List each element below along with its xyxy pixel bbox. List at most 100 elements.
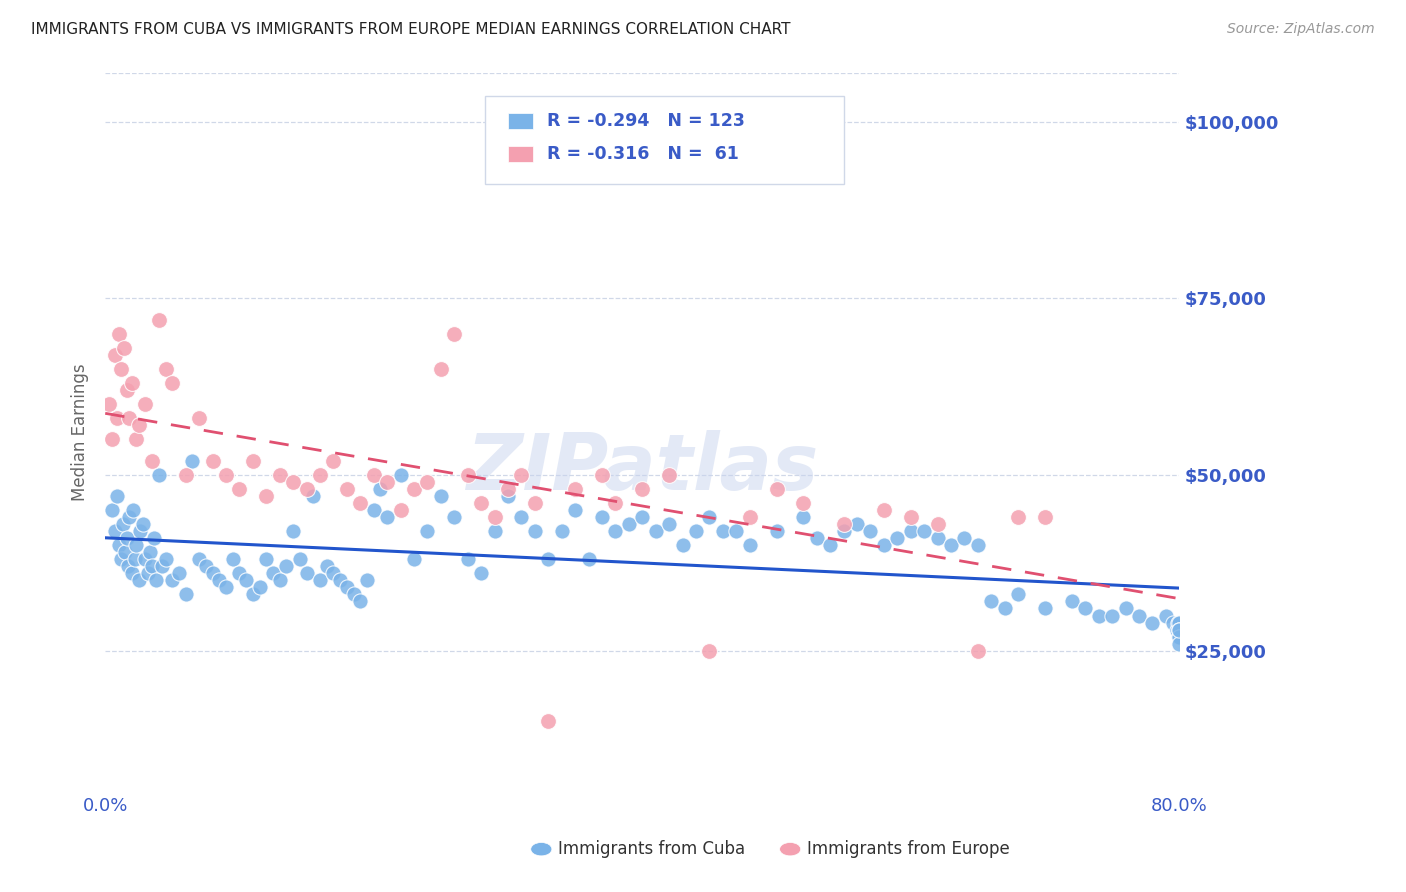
Point xyxy=(98,397,121,411)
Point xyxy=(121,566,143,581)
Point xyxy=(537,552,560,566)
Point xyxy=(402,482,425,496)
Point xyxy=(112,341,135,355)
Point xyxy=(1168,623,1191,637)
Point xyxy=(738,538,761,552)
Point xyxy=(617,516,640,531)
Point xyxy=(1007,587,1029,601)
Point xyxy=(132,516,155,531)
Point xyxy=(496,489,519,503)
Point xyxy=(1154,608,1177,623)
Point xyxy=(125,538,148,552)
Point xyxy=(336,482,359,496)
Point xyxy=(162,574,184,588)
Point xyxy=(142,531,165,545)
Point xyxy=(806,531,828,545)
Point xyxy=(765,524,787,538)
Point xyxy=(900,524,922,538)
Point xyxy=(329,574,352,588)
Point xyxy=(141,453,163,467)
Point xyxy=(1033,509,1056,524)
Point xyxy=(302,489,325,503)
Point xyxy=(342,587,364,601)
Text: Immigrants from Europe: Immigrants from Europe xyxy=(807,840,1010,858)
Point xyxy=(201,566,224,581)
Point xyxy=(101,433,124,447)
Point xyxy=(873,538,896,552)
Point xyxy=(104,524,127,538)
Point xyxy=(295,482,318,496)
Point xyxy=(322,566,344,581)
Point xyxy=(484,524,506,538)
Point xyxy=(873,503,896,517)
Point xyxy=(115,531,138,545)
Point xyxy=(262,566,284,581)
Point xyxy=(155,552,177,566)
Point xyxy=(363,467,385,482)
Point xyxy=(550,524,572,538)
Point xyxy=(138,545,160,559)
Point xyxy=(111,516,134,531)
Point xyxy=(121,376,143,390)
Point xyxy=(671,538,693,552)
Point xyxy=(117,559,139,574)
Point xyxy=(927,516,949,531)
Point xyxy=(110,362,132,376)
Point xyxy=(510,467,533,482)
Point xyxy=(457,552,479,566)
Text: IMMIGRANTS FROM CUBA VS IMMIGRANTS FROM EUROPE MEDIAN EARNINGS CORRELATION CHART: IMMIGRANTS FROM CUBA VS IMMIGRANTS FROM … xyxy=(31,22,790,37)
Point xyxy=(141,559,163,574)
Point xyxy=(1087,608,1109,623)
Point xyxy=(1161,615,1184,630)
Y-axis label: Median Earnings: Median Earnings xyxy=(72,364,89,501)
Point xyxy=(591,509,613,524)
Point xyxy=(375,509,398,524)
Point xyxy=(578,552,600,566)
Point xyxy=(1168,630,1191,644)
Point xyxy=(1168,623,1191,637)
Point xyxy=(591,467,613,482)
Point xyxy=(105,489,128,503)
Point xyxy=(430,489,453,503)
Point xyxy=(336,580,359,594)
Point xyxy=(1168,637,1191,651)
Point xyxy=(162,376,184,390)
Point xyxy=(725,524,748,538)
Point xyxy=(128,574,150,588)
Point xyxy=(1033,601,1056,615)
Point xyxy=(832,516,855,531)
Point xyxy=(631,509,654,524)
Point xyxy=(356,574,378,588)
Point xyxy=(699,509,721,524)
Point xyxy=(389,503,412,517)
Point xyxy=(605,496,627,510)
Point xyxy=(215,467,238,482)
Point xyxy=(886,531,908,545)
Point xyxy=(295,566,318,581)
Point xyxy=(125,433,148,447)
Point xyxy=(457,467,479,482)
Text: ZIPatlas: ZIPatlas xyxy=(467,430,818,507)
Point xyxy=(994,601,1017,615)
Point xyxy=(269,467,291,482)
Point xyxy=(349,594,371,608)
Point xyxy=(430,362,453,376)
Point xyxy=(107,538,129,552)
Point xyxy=(402,552,425,566)
Point xyxy=(188,552,211,566)
Point xyxy=(523,524,546,538)
Point xyxy=(939,538,962,552)
Point xyxy=(124,552,146,566)
Point xyxy=(150,559,173,574)
Point xyxy=(1168,630,1191,644)
Point xyxy=(194,559,217,574)
Point xyxy=(1168,615,1191,630)
Point xyxy=(128,418,150,433)
Point xyxy=(443,509,465,524)
Point xyxy=(1128,608,1150,623)
Point xyxy=(148,467,170,482)
Point xyxy=(564,482,586,496)
Point xyxy=(242,453,264,467)
Point xyxy=(927,531,949,545)
Point xyxy=(1101,608,1123,623)
